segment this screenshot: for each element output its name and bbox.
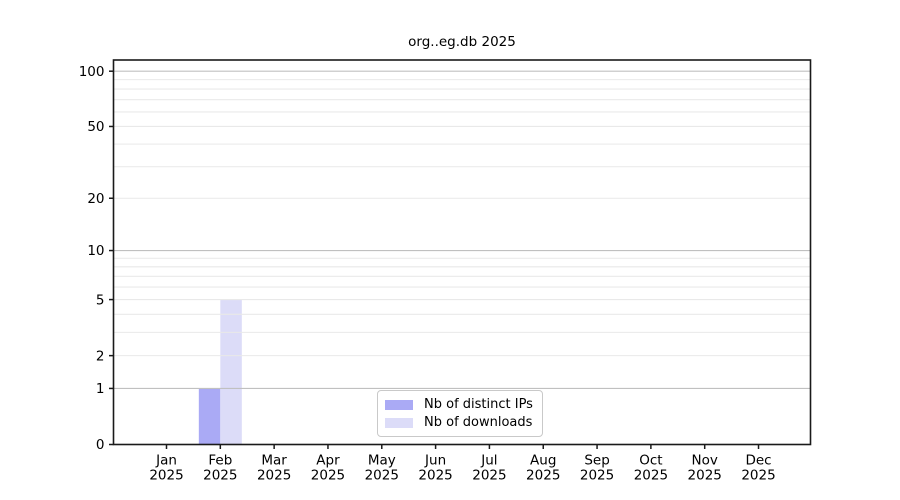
legend-swatch-downloads (385, 418, 413, 428)
legend: Nb of distinct IPs Nb of downloads (377, 390, 543, 437)
x-tick-label-year: 2025 (311, 468, 345, 484)
x-tick-label-year: 2025 (634, 468, 668, 484)
x-tick-label-year: 2025 (688, 468, 722, 484)
x-tick-label-year: 2025 (580, 468, 614, 484)
x-tick-label-year: 2025 (149, 468, 183, 484)
plot-border (112, 59, 812, 446)
x-tick-label-year: 2025 (418, 468, 452, 484)
x-tick-label-month: Apr (316, 453, 340, 469)
chart-title: org..eg.db 2025 (408, 34, 516, 50)
x-tick-label-year: 2025 (257, 468, 291, 484)
x-tick-label-year: 2025 (472, 468, 506, 484)
x-tick-label-year: 2025 (526, 468, 560, 484)
legend-swatch-distinct-ips (385, 400, 413, 410)
bar-downloads-feb (220, 299, 242, 445)
y-tick-label: 100 (79, 64, 105, 80)
x-tick-label-month: Jul (480, 453, 497, 469)
legend-item-downloads: Nb of downloads (385, 415, 534, 431)
x-tick-label-month: Dec (745, 453, 771, 469)
legend-label-downloads: Nb of downloads (424, 415, 533, 430)
x-tick-label-year: 2025 (741, 468, 775, 484)
legend-item-distinct-ips: Nb of distinct IPs (385, 397, 534, 413)
x-tick-label-month: May (368, 453, 396, 469)
y-tick-label: 10 (87, 243, 104, 259)
x-tick-label-year: 2025 (203, 468, 237, 484)
y-tick-label: 1 (96, 381, 105, 397)
x-tick-label-year: 2025 (365, 468, 399, 484)
y-tick-label: 0 (96, 437, 105, 453)
y-tick-label: 20 (87, 191, 104, 207)
x-tick-label-month: Sep (584, 453, 609, 469)
bar-distinct-ips-feb (198, 388, 221, 445)
legend-label-distinct-ips: Nb of distinct IPs (424, 397, 533, 412)
y-tick-label: 50 (87, 119, 104, 135)
y-tick-label: 5 (96, 292, 105, 308)
x-tick-label-month: Jan (155, 453, 177, 469)
x-tick-label-month: Oct (639, 453, 662, 469)
y-tick-label: 2 (96, 348, 105, 364)
x-tick-label-month: Nov (692, 453, 718, 469)
x-tick-label-month: Jun (424, 453, 446, 469)
x-tick-label-month: Aug (530, 453, 556, 469)
x-tick-label-month: Mar (261, 453, 287, 469)
x-tick-label-month: Feb (208, 453, 232, 469)
